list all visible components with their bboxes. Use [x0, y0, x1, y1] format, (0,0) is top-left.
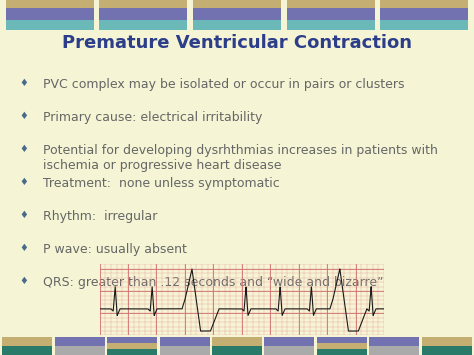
- Bar: [287, 20, 374, 30]
- Text: Premature Ventricular Contraction: Premature Ventricular Contraction: [62, 34, 412, 52]
- Bar: [2, 346, 53, 355]
- Bar: [2, 337, 53, 346]
- Bar: [193, 8, 281, 20]
- Bar: [317, 343, 367, 349]
- Bar: [193, 0, 281, 8]
- Text: ♦: ♦: [19, 276, 28, 286]
- Text: PVC complex may be isolated or occur in pairs or clusters: PVC complex may be isolated or occur in …: [43, 78, 404, 91]
- Bar: [100, 8, 187, 20]
- Bar: [380, 8, 468, 20]
- Bar: [160, 346, 210, 355]
- Text: Treatment:  none unless symptomatic: Treatment: none unless symptomatic: [43, 177, 279, 190]
- Bar: [107, 343, 157, 349]
- Bar: [369, 337, 419, 346]
- Bar: [100, 20, 187, 30]
- Text: Potential for developing dysrhthmias increases in patients with
ischemia or prog: Potential for developing dysrhthmias inc…: [43, 144, 438, 172]
- Text: Primary cause: electrical irritability: Primary cause: electrical irritability: [43, 111, 262, 124]
- Bar: [6, 8, 94, 20]
- Bar: [369, 346, 419, 355]
- Bar: [55, 346, 105, 355]
- Text: ♦: ♦: [19, 78, 28, 88]
- Bar: [55, 337, 105, 346]
- Bar: [160, 337, 210, 346]
- Text: QRS: greater than .12 seconds and “wide and bizarre”: QRS: greater than .12 seconds and “wide …: [43, 276, 383, 289]
- Text: P wave: usually absent: P wave: usually absent: [43, 243, 187, 256]
- Bar: [193, 20, 281, 30]
- Bar: [264, 346, 314, 355]
- Bar: [287, 0, 374, 8]
- Text: ♦: ♦: [19, 210, 28, 220]
- Bar: [287, 8, 374, 20]
- Bar: [107, 349, 157, 355]
- Bar: [421, 337, 472, 346]
- Text: ♦: ♦: [19, 144, 28, 154]
- Bar: [100, 0, 187, 8]
- Text: Rhythm:  irregular: Rhythm: irregular: [43, 210, 157, 223]
- Bar: [421, 346, 472, 355]
- Text: ♦: ♦: [19, 243, 28, 253]
- Bar: [212, 346, 262, 355]
- Bar: [6, 20, 94, 30]
- Bar: [317, 349, 367, 355]
- Text: ♦: ♦: [19, 177, 28, 187]
- Text: ♦: ♦: [19, 111, 28, 121]
- Bar: [264, 337, 314, 346]
- Bar: [317, 337, 367, 343]
- Bar: [380, 20, 468, 30]
- Bar: [107, 337, 157, 343]
- Bar: [380, 0, 468, 8]
- Bar: [212, 337, 262, 346]
- Bar: [6, 0, 94, 8]
